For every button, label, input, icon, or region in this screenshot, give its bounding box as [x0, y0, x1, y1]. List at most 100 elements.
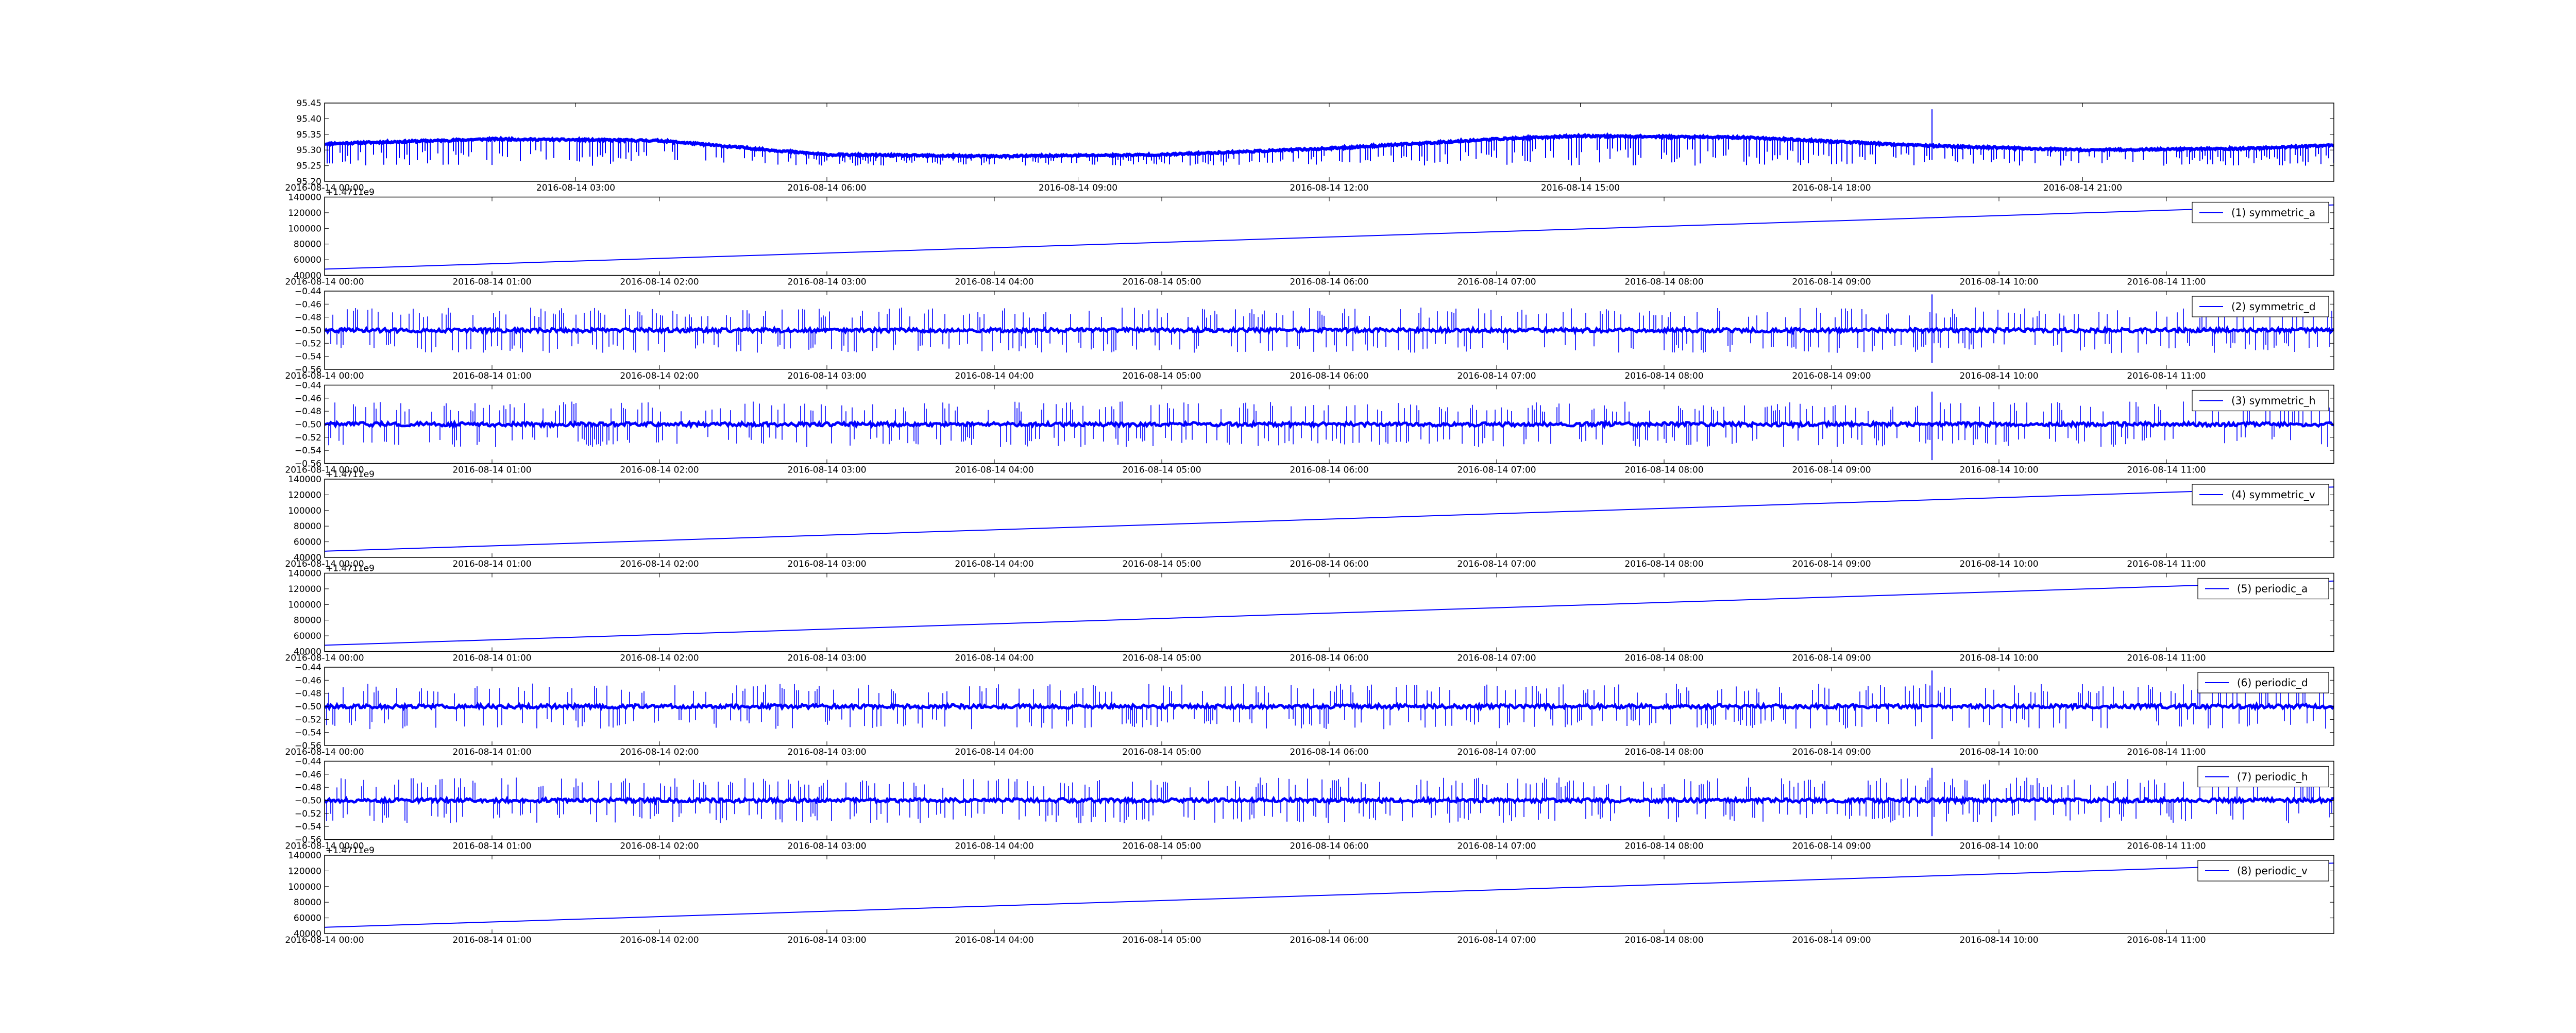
x-tick-label: 2016-08-14 04:00 [955, 653, 1033, 664]
y-tick-label: 120000 [288, 866, 321, 876]
x-tick-label: 2016-08-14 04:00 [955, 277, 1033, 287]
y-tick-label: 120000 [288, 490, 321, 500]
y-tick-label: 95.30 [296, 145, 321, 156]
y-tick-label: −0.50 [295, 326, 321, 336]
x-tick-label: 2016-08-14 09:00 [1792, 841, 1871, 852]
x-tick-label: 2016-08-14 05:00 [1122, 653, 1201, 664]
legend-label: (5) periodic_a [2237, 583, 2308, 595]
legend-label: (3) symmetric_h [2231, 395, 2316, 407]
y-tick-label: 40000 [294, 271, 321, 281]
x-tick-label: 2016-08-14 11:00 [2127, 465, 2206, 476]
x-tick-label: 2016-08-14 11:00 [2127, 559, 2206, 569]
x-tick-label: 2016-08-14 08:00 [1624, 559, 1703, 569]
y-tick-label: −0.52 [295, 809, 321, 819]
series-line [325, 862, 2334, 928]
x-tick-label: 2016-08-14 08:00 [1624, 935, 1703, 945]
panel-3: −0.56 −0.54 −0.52 −0.50 −0.48 −0.46 −0.44 2016-… [285, 286, 2334, 381]
y-tick-label: 100000 [288, 224, 321, 234]
y-tick-label: 60000 [294, 913, 321, 924]
y-tick-label: −0.46 [295, 299, 321, 310]
legend-label: (8) periodic_v [2237, 865, 2308, 877]
axes-frame [324, 196, 2334, 276]
series-5 [325, 486, 2334, 552]
series-9 [325, 862, 2334, 928]
x-tick-label: 2016-08-14 02:00 [620, 841, 699, 852]
x-tick-label: 2016-08-14 10:00 [1959, 559, 2038, 569]
series-band [325, 419, 2334, 430]
y-tick-label: −0.48 [295, 689, 321, 699]
y-tick-label: 95.25 [296, 161, 321, 172]
x-tick-label: 2016-08-14 02:00 [620, 371, 699, 381]
series-spikes [325, 401, 2330, 447]
x-tick-label: 2016-08-14 06:00 [1290, 841, 1368, 852]
x-tick-label: 2016-08-14 10:00 [1959, 747, 2038, 757]
panel-6: 40000 60000 80000 100000 120000 140000 2016-08… [285, 564, 2334, 664]
panel-2: 40000 60000 80000 100000 120000 140000 2016-08… [285, 188, 2334, 287]
x-tick-label: 2016-08-14 10:00 [1959, 935, 2038, 945]
x-tick-label: 2016-08-14 10:00 [1959, 653, 2038, 664]
x-tick-label: 2016-08-14 00:00 [285, 277, 364, 287]
y-tick-label: 80000 [294, 616, 321, 626]
y-tick-label: −0.50 [295, 796, 321, 806]
legend-label: (7) periodic_h [2237, 771, 2308, 783]
y-tick-label: −0.56 [295, 835, 321, 845]
y-tick-label: −0.44 [295, 286, 321, 297]
x-tick-label: 2016-08-14 06:00 [1290, 559, 1368, 569]
x-tick-label: 2016-08-14 02:00 [620, 935, 699, 945]
y-tick-label: −0.44 [295, 663, 321, 673]
x-tick-label: 2016-08-14 03:00 [536, 183, 615, 193]
x-tick-label: 2016-08-14 00:00 [285, 183, 364, 193]
series-8 [325, 768, 2334, 837]
x-tick-label: 2016-08-14 05:00 [1122, 559, 1201, 569]
y-tick-label: 95.35 [296, 130, 321, 140]
x-offset-label: +1.4711e9 [326, 845, 375, 856]
series-6 [325, 580, 2334, 646]
x-tick-label: 2016-08-14 07:00 [1457, 371, 1536, 381]
series-baseline [325, 132, 2334, 160]
x-tick-label: 2016-08-14 04:00 [955, 841, 1033, 852]
legend: (1) symmetric_a [2192, 201, 2329, 224]
x-tick-label: 2016-08-14 03:00 [787, 653, 866, 664]
x-tick-label: 2016-08-14 09:00 [1792, 653, 1871, 664]
x-tick-label: 2016-08-14 09:00 [1792, 465, 1871, 476]
legend: (8) periodic_v [2197, 860, 2329, 882]
series-spikes [325, 777, 2332, 823]
x-tick-label: 2016-08-14 00:00 [285, 935, 364, 945]
y-tick-label: −0.48 [295, 783, 321, 793]
series-band [325, 325, 2334, 335]
x-tick-label: 2016-08-14 00:00 [285, 371, 364, 381]
legend: (3) symmetric_h [2192, 390, 2329, 412]
x-tick-label: 2016-08-14 06:00 [787, 183, 866, 193]
x-tick-label: 2016-08-14 11:00 [2127, 277, 2206, 287]
x-tick-label: 2016-08-14 02:00 [620, 653, 699, 664]
x-tick-label: 2016-08-14 09:00 [1792, 559, 1871, 569]
panel-8: −0.56 −0.54 −0.52 −0.50 −0.48 −0.46 −0.44 2016-… [285, 757, 2334, 852]
x-tick-label: 2016-08-14 11:00 [2127, 653, 2206, 664]
y-tick-label: −0.46 [295, 394, 321, 404]
series-band [325, 795, 2334, 806]
legend: (7) periodic_h [2197, 766, 2329, 788]
axes-frame [324, 855, 2334, 934]
x-tick-label: 2016-08-14 01:00 [452, 559, 531, 569]
x-tick-label: 2016-08-14 02:00 [620, 747, 699, 757]
x-tick-label: 2016-08-14 00:00 [285, 559, 364, 569]
x-tick-label: 2016-08-14 02:00 [620, 559, 699, 569]
x-tick-label: 2016-08-14 04:00 [955, 371, 1033, 381]
x-tick-label: 2016-08-14 05:00 [1122, 935, 1201, 945]
x-tick-label: 2016-08-14 03:00 [787, 559, 866, 569]
x-tick-label: 2016-08-14 06:00 [1290, 465, 1368, 476]
series-3 [325, 294, 2334, 363]
legend: (2) symmetric_d [2192, 296, 2329, 317]
x-tick-label: 2016-08-14 01:00 [452, 465, 531, 476]
x-tick-label: 2016-08-14 03:00 [787, 935, 866, 945]
y-tick-label: −0.44 [295, 381, 321, 391]
x-tick-label: 2016-08-14 04:00 [955, 935, 1033, 945]
y-tick-label: −0.54 [295, 728, 321, 738]
x-tick-label: 2016-08-14 06:00 [1290, 653, 1368, 664]
x-tick-label: 2016-08-14 07:00 [1457, 465, 1536, 476]
x-tick-label: 2016-08-14 08:00 [1624, 465, 1703, 476]
x-tick-label: 2016-08-14 18:00 [1792, 183, 1871, 193]
x-tick-label: 2016-08-14 07:00 [1457, 747, 1536, 757]
series-4 [325, 392, 2334, 461]
